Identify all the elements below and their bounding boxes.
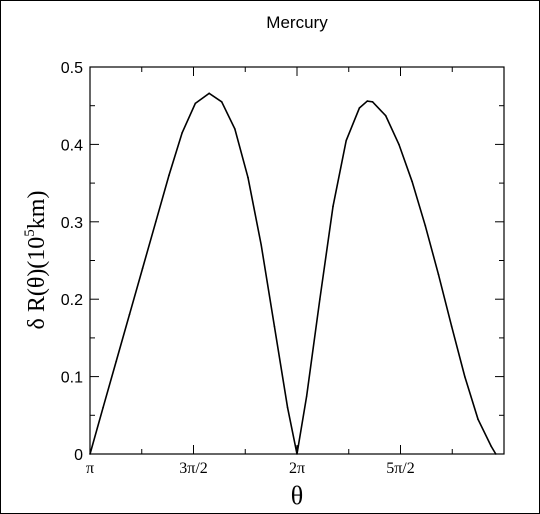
data-point (450, 325, 453, 328)
y-axis-label-main: δ R(θ)(10 (24, 237, 50, 330)
data-point (234, 128, 236, 130)
data-point (220, 101, 223, 103)
y-axis-label: δ R(θ)(105km) (22, 191, 50, 330)
x-tick-label: 2π (289, 460, 305, 477)
y-axis-ticks: 0 0.1 0.2 0.3 0.4 0.5 (61, 60, 504, 464)
data-point (424, 224, 427, 227)
data-point (398, 143, 400, 146)
x-axis-ticks: π 3π/2 2π 5π/2 (86, 67, 453, 477)
y-tick-label: 0.5 (61, 60, 83, 77)
data-point (358, 107, 361, 109)
series-line (89, 92, 497, 455)
data-point (89, 453, 91, 455)
data-point (260, 244, 263, 246)
chart-title: Mercury (266, 13, 328, 32)
data-point (247, 176, 249, 179)
data-point (371, 101, 374, 103)
data-point (286, 406, 289, 409)
data-point (490, 445, 492, 448)
data-point (477, 418, 479, 420)
data-point (305, 395, 308, 397)
y-tick-label: 0.4 (61, 137, 83, 154)
data-point (332, 205, 334, 208)
data-point (168, 174, 170, 177)
x-axis-label: θ (291, 481, 303, 510)
x-tick-label: π (86, 460, 94, 477)
y-tick-label: 0.1 (61, 370, 83, 387)
data-point (273, 325, 276, 328)
y-axis-label-superscript: 5 (22, 229, 38, 237)
data-point (464, 375, 466, 378)
plot-area-frame (89, 66, 505, 455)
data-point (411, 180, 413, 183)
data-point (141, 267, 144, 270)
series-points (89, 92, 497, 455)
data-point (366, 100, 369, 102)
data-point (102, 406, 104, 409)
x-tick-label: 5π/2 (386, 460, 415, 477)
y-axis-label-group: δ R(θ)(105km) (22, 191, 50, 330)
x-tick-label: 3π/2 (179, 460, 208, 477)
data-point (319, 298, 321, 301)
data-point (128, 313, 131, 316)
data-point (154, 221, 157, 223)
y-tick-label: 0.2 (61, 292, 83, 309)
data-point (494, 453, 497, 455)
data-point (115, 360, 118, 362)
data-point (345, 139, 348, 142)
data-point (384, 114, 387, 117)
y-axis-label-tail: km) (24, 191, 50, 230)
data-point (208, 92, 210, 95)
y-tick-label: 0.3 (61, 215, 83, 232)
data-point (437, 273, 440, 276)
data-point (194, 102, 197, 105)
data-point (181, 131, 183, 134)
y-tick-label: 0 (74, 447, 83, 464)
data-point (296, 453, 298, 455)
